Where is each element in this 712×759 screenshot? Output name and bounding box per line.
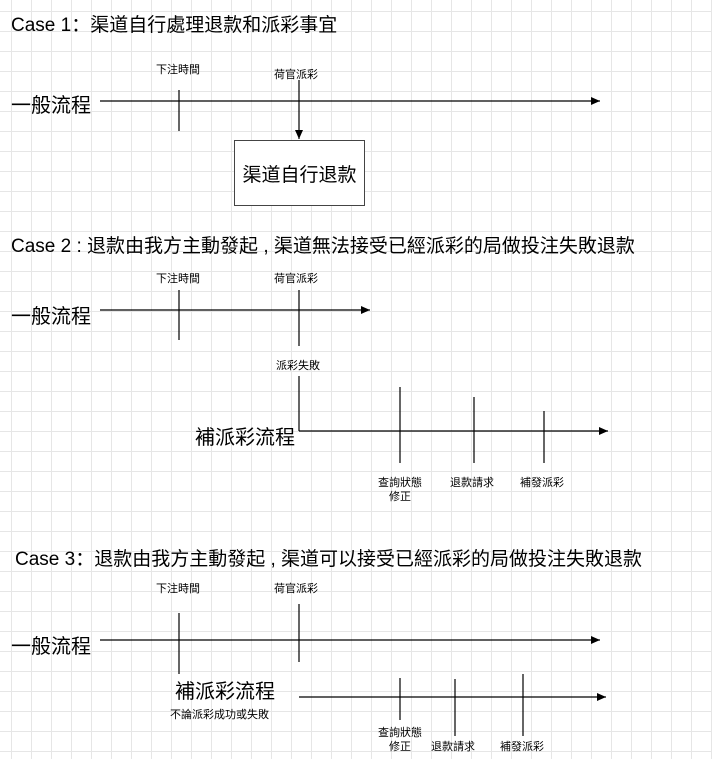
- case2-refund-request-label: 退款請求: [450, 477, 494, 489]
- case3-general-flow-label: 一般流程: [11, 636, 91, 658]
- case3-resend-note: 不論派彩成功或失敗: [170, 709, 269, 721]
- case1-general-flow-label: 一般流程: [11, 95, 91, 117]
- case1-bet-time-label: 下注時間: [156, 64, 200, 76]
- case2-general-flow-label: 一般流程: [11, 306, 91, 328]
- case3-query-fix-label: 查詢狀態 修正: [374, 726, 426, 754]
- case2-bet-time-label: 下注時間: [156, 273, 200, 285]
- case3-bet-time-label: 下注時間: [156, 583, 200, 595]
- case3-dealer-payout-label: 荷官派彩: [274, 583, 318, 595]
- case2-query-line1: 查詢狀態: [378, 477, 422, 489]
- case3-refund-request-label: 退款請求: [431, 741, 475, 753]
- case2-resend-payout-label: 補發派彩: [520, 477, 564, 489]
- case2-query-fix-label: 查詢狀態 修正: [374, 476, 426, 504]
- case3-query-line2: 修正: [389, 741, 411, 753]
- case2-dealer-payout-label: 荷官派彩: [274, 273, 318, 285]
- case2-query-line2: 修正: [389, 491, 411, 503]
- case3-title: Case 3：退款由我方主動發起 , 渠道可以接受已經派彩的局做投注失敗退款: [15, 549, 643, 570]
- case2-title: Case 2 : 退款由我方主動發起 , 渠道無法接受已經派彩的局做投注失敗退款: [11, 236, 635, 257]
- case1-title: Case 1：渠道自行處理退款和派彩事宜: [11, 15, 338, 36]
- case3-resend-flow-label: 補派彩流程: [175, 681, 275, 703]
- case1-dealer-payout-label: 荷官派彩: [274, 69, 318, 81]
- case3-resend-payout-label: 補發派彩: [500, 741, 544, 753]
- case2-resend-flow-label: 補派彩流程: [195, 427, 295, 449]
- case2-payout-failed-label: 派彩失敗: [276, 360, 320, 372]
- case3-query-line1: 查詢狀態: [378, 727, 422, 739]
- case1-channel-refund-box: 渠道自行退款: [234, 140, 365, 206]
- case1-channel-refund-label: 渠道自行退款: [242, 164, 357, 186]
